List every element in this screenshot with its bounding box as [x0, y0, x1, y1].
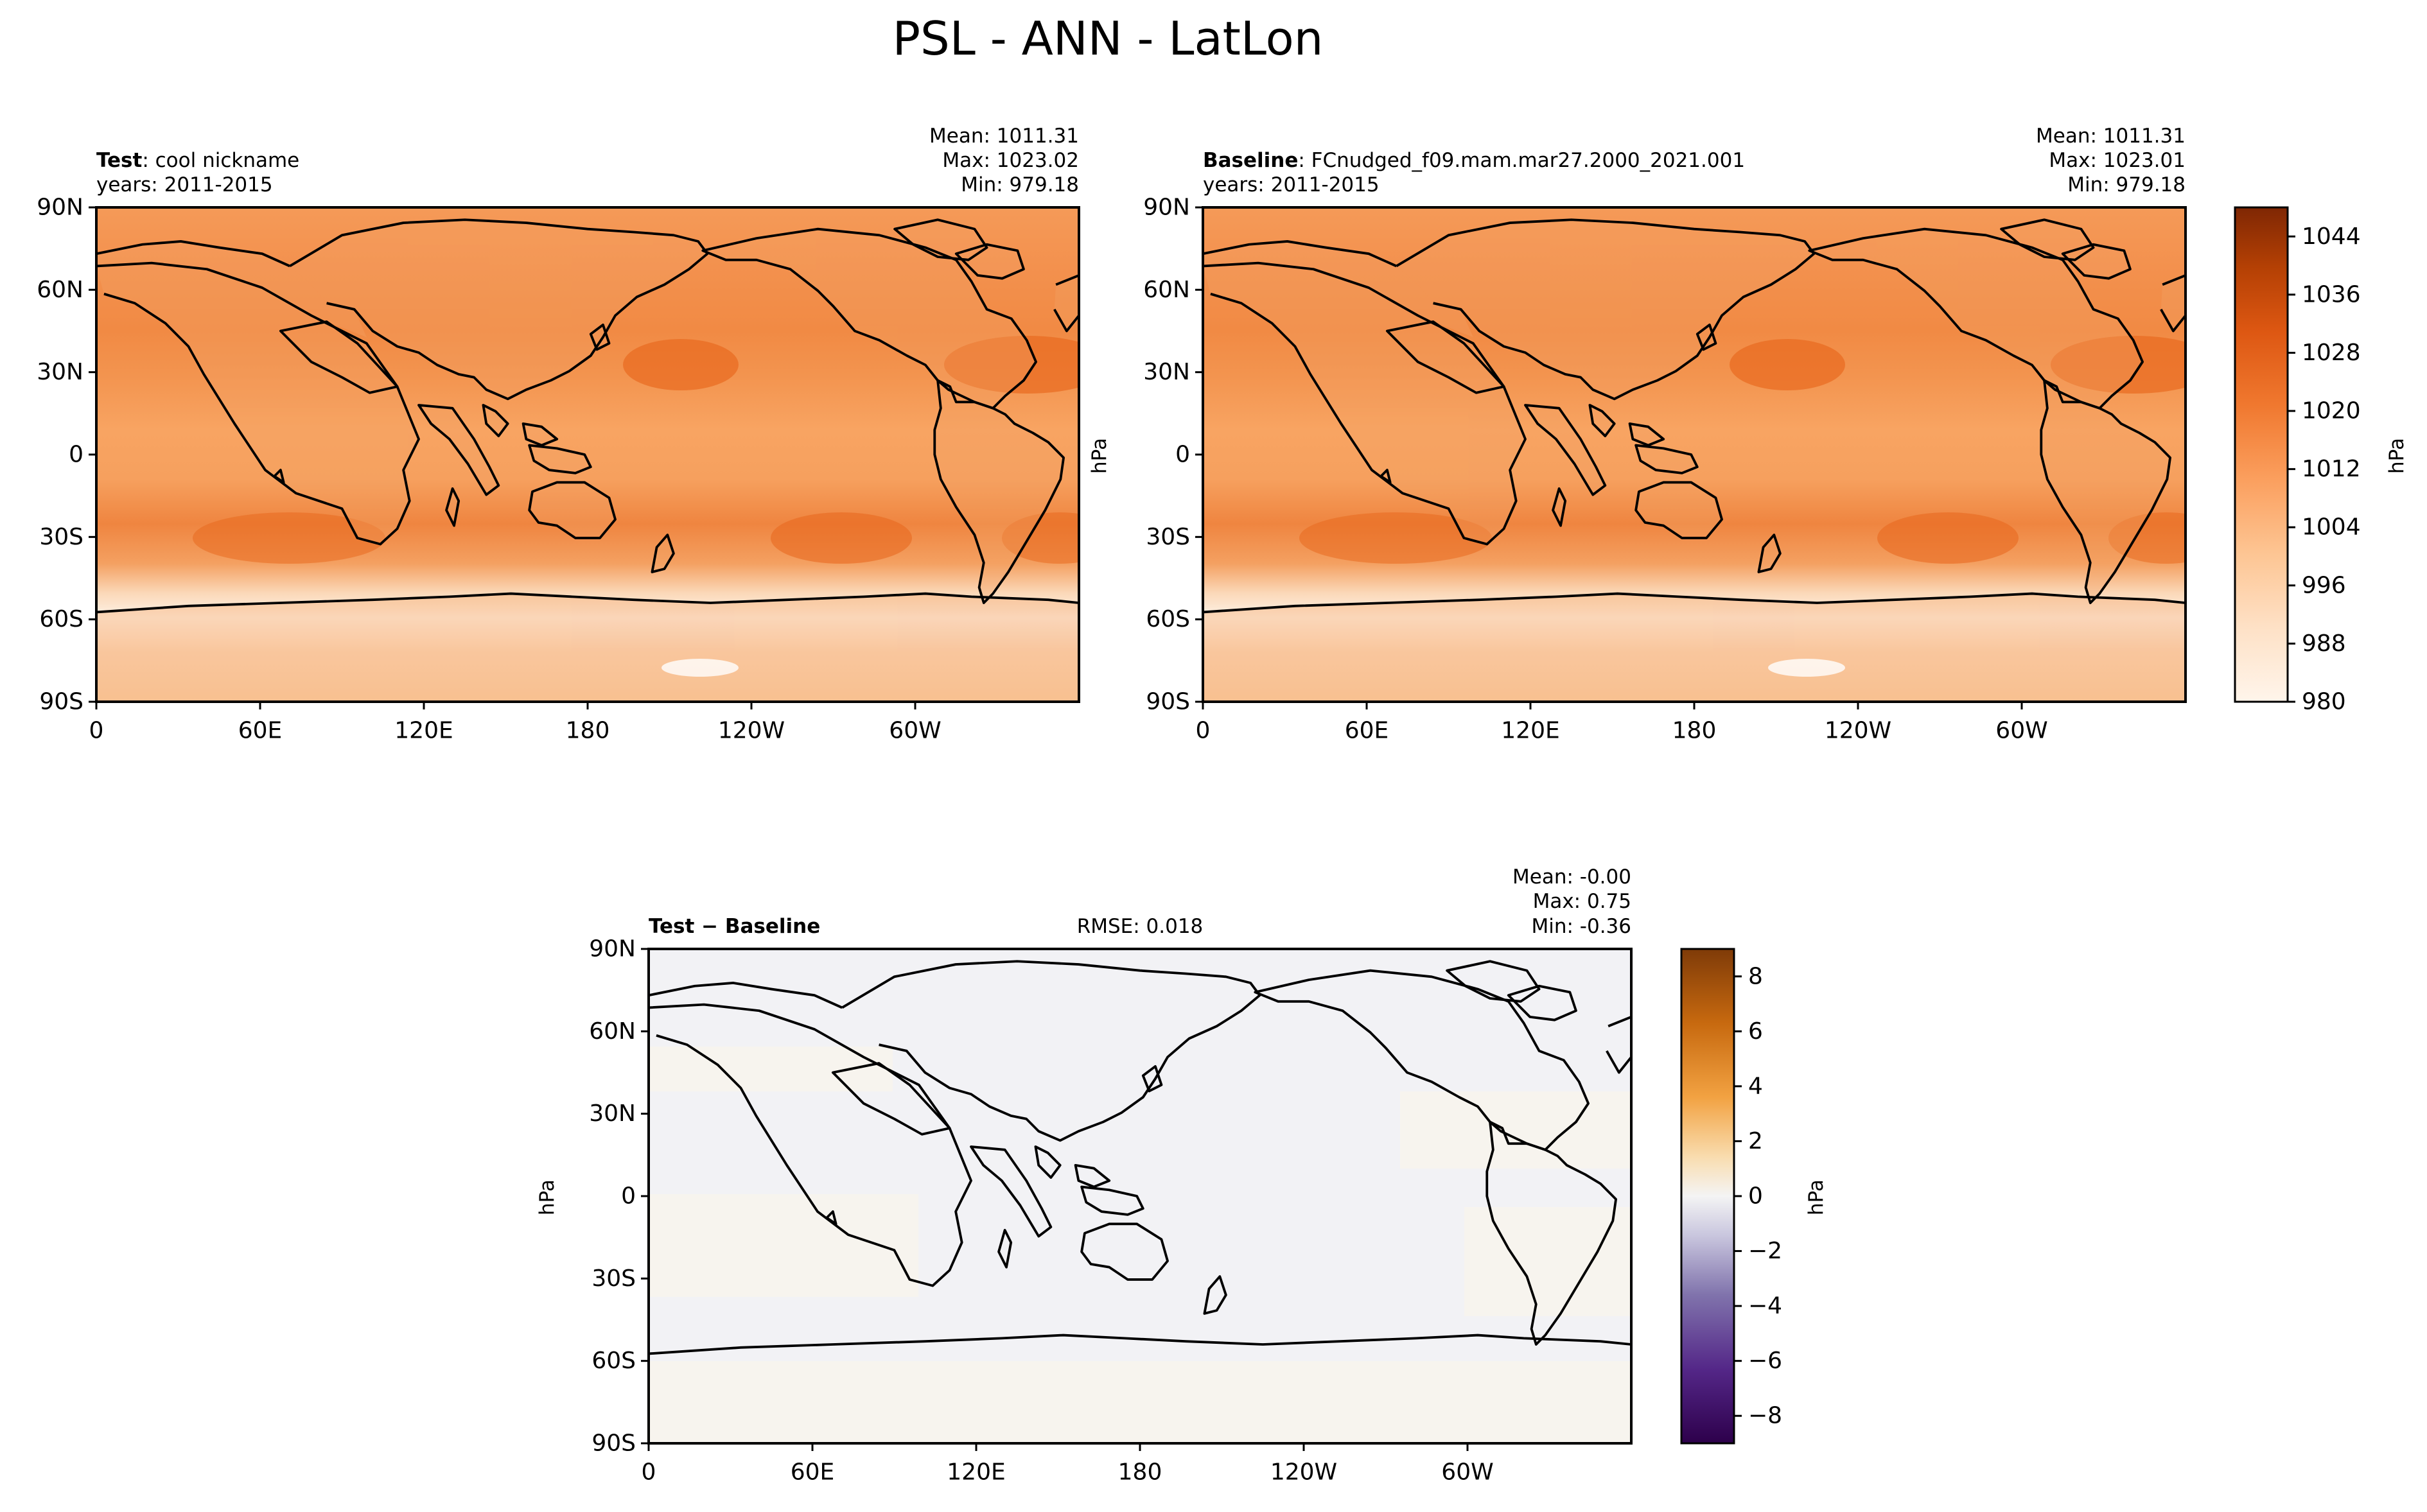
- lat-tick-label: 30N: [589, 1100, 636, 1127]
- lon-tick-label: 120E: [394, 718, 453, 744]
- test-mean: Mean: 1011.31: [929, 125, 1079, 148]
- baseline-panel-label: Baseline: FCnudged_f09.mam.mar27.2000_20…: [1203, 149, 1745, 172]
- test-panel-years: years: 2011-2015: [96, 173, 273, 196]
- colorbar-main-label: hPa: [2385, 438, 2408, 474]
- lat-tick-label: 90N: [37, 195, 83, 221]
- lat-tick-label: 90S: [1146, 689, 1190, 715]
- lon-tick-label: 60E: [791, 1459, 835, 1486]
- colorbar-main-tick-label: 988: [2302, 630, 2346, 657]
- lon-tick-label: 0: [642, 1459, 656, 1486]
- lat-tick-label: 90N: [1143, 195, 1190, 221]
- lat-tick-label: 60N: [1143, 277, 1190, 303]
- colorbar-main: [2234, 206, 2289, 703]
- colorbar-diff-tick-label: −4: [1748, 1293, 1782, 1319]
- diff-max: Max: 0.75: [1533, 890, 1631, 913]
- colorbar-diff-tick-label: 0: [1748, 1183, 1763, 1210]
- lon-tick-label: 120E: [947, 1459, 1005, 1486]
- diff-min: Min: -0.36: [1531, 915, 1631, 938]
- baseline-max: Max: 1023.01: [2049, 149, 2186, 172]
- colorbar-main-tick-label: 1044: [2302, 223, 2361, 250]
- colorbar-main-tick-label: 1020: [2302, 398, 2361, 424]
- diff-mean: Mean: -0.00: [1512, 865, 1631, 889]
- lon-tick-label: 60E: [1345, 718, 1389, 744]
- lat-tick-label: 30S: [39, 524, 83, 550]
- test-panel-label: Test: cool nickname: [96, 149, 299, 172]
- lon-tick-label: 60W: [1995, 718, 2047, 744]
- lon-tick-label: 180: [1672, 718, 1717, 744]
- lon-tick-label: 0: [89, 718, 104, 744]
- lat-tick-label: 30S: [1146, 524, 1190, 550]
- lat-tick-label: 0: [621, 1183, 636, 1210]
- colorbar-main-tick-label: 1028: [2302, 340, 2361, 366]
- colorbar-main-tick-label: 980: [2302, 689, 2346, 715]
- baseline-panel: Baseline: FCnudged_f09.mam.mar27.2000_20…: [1202, 125, 2187, 703]
- diff-ylabel: hPa: [536, 1179, 559, 1215]
- lon-tick-label: 180: [1118, 1459, 1162, 1486]
- test-min: Min: 979.18: [961, 173, 1079, 196]
- diff-map: [649, 949, 1631, 1443]
- lat-tick-label: 0: [69, 442, 83, 468]
- lat-tick-label: 30S: [591, 1265, 636, 1292]
- colorbar-main-tick-label: 996: [2302, 572, 2346, 598]
- figure-title: PSL - ANN - LatLon: [893, 12, 1324, 65]
- lat-tick-label: 60S: [591, 1348, 636, 1374]
- colorbar-diff-tick-label: 6: [1748, 1018, 1763, 1045]
- lat-tick-label: 60N: [37, 277, 83, 303]
- diff-rmse: RMSE: 0.018: [1077, 915, 1204, 938]
- colorbar-diff-label: hPa: [1805, 1179, 1828, 1215]
- baseline-min: Min: 979.18: [2067, 173, 2186, 196]
- test-map: [96, 207, 1079, 702]
- lat-tick-label: 60S: [39, 606, 83, 632]
- colorbar-diff: [1680, 948, 1735, 1445]
- diff-panel-label: Test − Baseline: [649, 915, 820, 938]
- baseline-panel-years: years: 2011-2015: [1203, 173, 1380, 196]
- colorbar-diff-tick-label: 8: [1748, 963, 1763, 989]
- lat-tick-label: 90N: [589, 936, 636, 962]
- lon-tick-label: 180: [566, 718, 610, 744]
- lon-tick-label: 60W: [889, 718, 941, 744]
- colorbar-main-tick-label: 1036: [2302, 281, 2361, 308]
- colorbar-main-tick-label: 1012: [2302, 456, 2361, 482]
- colorbar-diff-tick-label: −6: [1748, 1348, 1782, 1374]
- baseline-mean: Mean: 1011.31: [2036, 125, 2186, 148]
- baseline-ylabel: hPa: [1088, 438, 1111, 474]
- lon-tick-label: 0: [1196, 718, 1211, 744]
- lat-tick-label: 60N: [589, 1018, 636, 1045]
- lat-tick-label: 0: [1175, 442, 1190, 468]
- lon-tick-label: 120E: [1501, 718, 1559, 744]
- lon-tick-label: 120W: [1825, 718, 1891, 744]
- colorbar-diff-tick-label: 2: [1748, 1128, 1763, 1154]
- colorbar-diff-tick-label: −2: [1748, 1238, 1782, 1264]
- lat-tick-label: 30N: [37, 359, 83, 385]
- lon-tick-label: 120W: [1270, 1459, 1337, 1486]
- lon-tick-label: 120W: [718, 718, 785, 744]
- diff-panel: Test − Baseline RMSE: 0.018 Mean: -0.00 …: [647, 865, 1633, 1445]
- baseline-map: [1203, 207, 2186, 702]
- lat-tick-label: 90S: [39, 689, 83, 715]
- colorbar-diff-tick-label: −8: [1748, 1403, 1782, 1429]
- lat-tick-label: 90S: [591, 1430, 636, 1457]
- lon-tick-label: 60E: [238, 718, 283, 744]
- lat-tick-label: 60S: [1146, 606, 1190, 632]
- lat-tick-label: 30N: [1143, 359, 1190, 385]
- test-panel: Test: cool nickname years: 2011-2015 Mea…: [95, 125, 1080, 703]
- colorbar-main-tick-label: 1004: [2302, 514, 2361, 541]
- test-max: Max: 1023.02: [942, 149, 1079, 172]
- lon-tick-label: 60W: [1441, 1459, 1493, 1486]
- colorbar-diff-tick-label: 4: [1748, 1073, 1763, 1099]
